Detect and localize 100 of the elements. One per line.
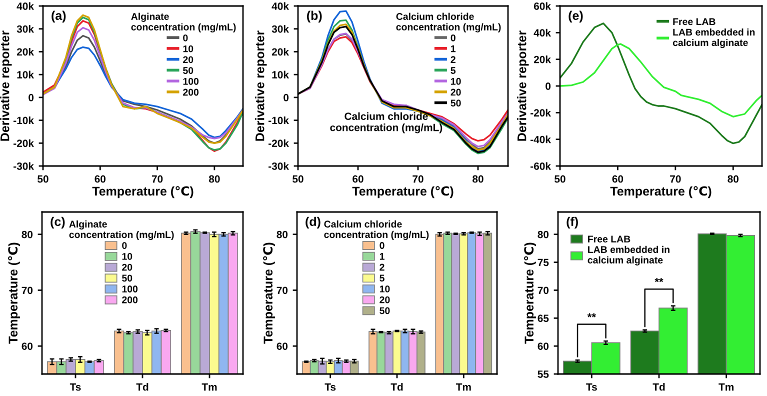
legend-label: 5 — [450, 67, 456, 74]
y-tick-label: -60k — [530, 162, 551, 170]
x-tick-label: 80 — [472, 175, 484, 183]
legend-label: 0 — [122, 242, 127, 249]
y-axis-title: Derivative reporter — [517, 30, 529, 141]
x-tick-label: Td — [136, 383, 148, 391]
legend-label: 50 — [450, 100, 461, 107]
x-tick-label: 60 — [94, 175, 106, 183]
y-tick-label: -10k — [14, 116, 34, 124]
x-tick-label: 70 — [152, 175, 163, 183]
annotation: ** — [587, 313, 596, 318]
y-tick-label: -10k — [268, 116, 289, 124]
y-tick-label: 20k — [272, 48, 289, 56]
legend-label: 100 — [183, 78, 199, 85]
legend-label: 20 — [380, 296, 390, 304]
x-tick-label: Tm — [718, 383, 734, 391]
legend-label: Free LAB — [673, 18, 716, 26]
y-tick-label: 0 — [284, 94, 289, 102]
legend-label: 20 — [183, 56, 194, 64]
legend-label: 0 — [183, 34, 188, 42]
y-axis-title: Temperature (℃) — [8, 242, 20, 344]
legend-label: LAB embedded in calcium alginate — [672, 28, 755, 48]
legend-label: 0 — [380, 242, 384, 249]
legend-label: 200 — [183, 88, 199, 96]
legend-title: Alginate concentration (mg/mL) — [131, 12, 236, 32]
legend-label: 50 — [183, 67, 194, 74]
y-tick-label: -40k — [530, 136, 551, 144]
legend-label: 2 — [450, 56, 456, 63]
legend-label: 20 — [122, 264, 132, 271]
y-tick-label: 40k — [16, 2, 34, 10]
x-tick-label: Tm — [202, 383, 217, 391]
x-tick-label: 60 — [612, 175, 624, 183]
x-tick-label: Ts — [70, 383, 81, 391]
x-tick-label: 50 — [292, 175, 304, 183]
legend-label: 100 — [122, 286, 138, 292]
y-tick-label: 20k — [16, 48, 34, 56]
legend-label: 10 — [380, 286, 390, 292]
y-tick-label: -20k — [268, 139, 289, 148]
y-tick-label: 0 — [28, 94, 34, 102]
chart-title: (d) — [306, 216, 320, 229]
y-tick-label: 80 — [276, 230, 288, 238]
legend-label: Free LAB — [588, 236, 630, 242]
legend-label: 20 — [450, 88, 461, 96]
y-tick-label: -20k — [14, 139, 34, 148]
y-tick-label: -30k — [268, 162, 289, 170]
y-tick-label: 0 — [546, 82, 551, 90]
x-tick-label: 70 — [412, 175, 424, 183]
legend-label: 10 — [183, 45, 194, 52]
y-tick-label: 75 — [538, 258, 549, 266]
y-axis-title: Temperature (℃) — [263, 242, 275, 344]
chart-title: (a) — [52, 10, 66, 22]
annotation: Calcium chloride concentration (mg/mL) — [330, 112, 442, 134]
chart-title: (b) — [307, 10, 322, 22]
y-tick-label: 70 — [276, 286, 288, 294]
y-tick-label: 40k — [534, 28, 551, 37]
y-tick-label: 30k — [16, 25, 34, 33]
x-tick-label: Tm — [456, 383, 471, 391]
y-tick-label: 80 — [538, 230, 549, 238]
annotation: ** — [654, 278, 664, 282]
x-tick-label: 50 — [38, 175, 48, 183]
x-tick-label: 60 — [352, 175, 364, 183]
legend-title: Alginate concentration (mg/mL) — [69, 220, 174, 240]
x-tick-label: 50 — [554, 175, 566, 183]
legend-label: 200 — [122, 296, 138, 304]
x-tick-label: Ts — [324, 383, 336, 391]
legend-label: 2 — [380, 264, 384, 271]
x-tick-label: 80 — [208, 175, 220, 183]
y-axis-title: Temperature (℃) — [524, 242, 536, 344]
x-tick-label: Td — [390, 383, 403, 391]
x-tick-label: 80 — [728, 175, 739, 183]
x-tick-label: 70 — [670, 175, 681, 183]
y-tick-label: 70 — [22, 286, 33, 294]
y-tick-label: 10k — [272, 70, 289, 78]
y-tick-label: 65 — [538, 314, 549, 322]
x-tick-label: Td — [652, 383, 665, 391]
y-tick-label: 20k — [534, 56, 551, 64]
y-tick-label: 60 — [276, 342, 288, 350]
legend-label: 50 — [380, 307, 390, 314]
x-axis-title: Temperature (℃) — [352, 186, 454, 198]
y-tick-label: 40k — [272, 2, 289, 10]
y-axis-title: Derivative reporter — [0, 30, 12, 141]
legend-label: 10 — [122, 252, 132, 260]
y-tick-label: 60 — [538, 342, 549, 350]
y-tick-label: 60k — [534, 2, 551, 10]
y-tick-label: 55 — [538, 370, 549, 378]
y-tick-label: -20k — [530, 108, 551, 117]
chart-title: (f) — [566, 216, 578, 229]
x-axis-title: Temperature (℃) — [92, 186, 194, 198]
x-tick-label: Ts — [586, 383, 597, 391]
y-tick-label: 30k — [272, 25, 289, 33]
chart-title: (e) — [568, 10, 583, 22]
y-tick-label: 70 — [538, 286, 549, 294]
legend-label: 0 — [450, 34, 456, 42]
y-tick-label: 60 — [22, 342, 33, 350]
legend-title: Calcium chloride concentration (mg/mL) — [324, 220, 429, 240]
chart-title: (c) — [50, 216, 65, 229]
legend-title: Calcium chloride concentration (mg/mL) — [396, 12, 501, 32]
y-tick-label: 80 — [22, 230, 33, 238]
legend-label: 1 — [380, 253, 384, 260]
y-tick-label: 10k — [17, 70, 34, 78]
